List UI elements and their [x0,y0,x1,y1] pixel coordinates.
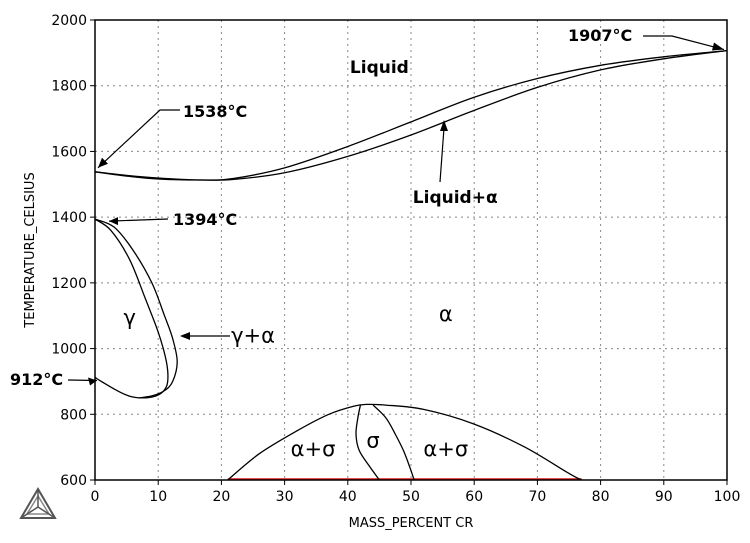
region-label-6: σ [366,429,379,453]
y-tick-label-3: 1200 [51,276,87,292]
series-line-1 [94,49,728,181]
arrowhead-3 [712,42,724,51]
thermo-calc-logo-icon [19,487,57,519]
y-axis-title: TEMPERATURE_CELSIUS [23,172,38,328]
arrowhead-2 [88,377,97,386]
region-label-7: α+σ [423,437,468,461]
y-tick-label-4: 1400 [51,210,87,226]
liquid-alpha-arrow [439,127,445,183]
gamma-alpha-arrowhead [180,332,190,340]
temperature-annotations: 1538°C 1394°C 912°C 1907°C [10,26,725,389]
liquid-alpha-arrowhead [440,120,448,131]
x-tick-label-2: 20 [212,489,230,505]
x-tick-label-4: 40 [339,489,357,505]
annotation-1: 1394°C [173,210,237,229]
region-labels: Liquid Liquid+α γ γ+α α α+σ σ α+σ [124,58,498,461]
series-line-0 [94,49,728,181]
region-label-4: α [439,302,453,326]
series-line-6 [372,404,415,481]
annotation-arrow-0 [97,109,180,169]
annotation-2: 912°C [10,370,63,389]
region-label-2: γ [124,305,136,329]
x-tick-label-0: 0 [91,489,100,505]
x-tick-label-3: 30 [276,489,294,505]
region-label-3: γ+α [231,323,275,347]
phase-boundaries [94,49,728,481]
tick-labels: 0 10 20 30 40 50 60 70 80 90 100 600 800 1000 1200 1400… [51,13,740,505]
x-axis-title: MASS_PERCENT CR [349,516,474,531]
axes [90,19,728,485]
arrowhead-1 [109,217,118,226]
annotation-arrow-1 [108,218,169,222]
annotation-3: 1907°C [568,26,632,45]
arrowhead-0 [98,157,108,168]
y-tick-label-2: 1000 [51,342,87,358]
y-tick-label-6: 1800 [51,79,87,95]
y-tick-label-1: 800 [60,407,87,423]
gridlines [95,20,727,480]
x-tick-label-5: 50 [402,489,420,505]
series-line-5 [355,404,380,481]
y-tick-label-7: 2000 [51,13,87,29]
region-label-1: Liquid+α [413,188,498,208]
annotation-0: 1538°C [183,102,247,121]
x-tick-label-8: 80 [592,489,610,505]
annotation-arrow-3 [643,35,725,51]
y-tick-label-0: 600 [60,473,87,489]
x-tick-label-10: 100 [714,489,741,505]
x-tick-label-7: 70 [528,489,546,505]
series-line-4 [227,403,582,481]
series-line-3 [94,218,169,399]
series-line-2 [94,218,178,399]
x-tick-label-6: 60 [465,489,483,505]
region-label-5: α+σ [291,437,336,461]
x-tick-label-1: 10 [149,489,167,505]
x-tick-label-9: 90 [655,489,673,505]
region-label-0: Liquid [350,58,409,78]
y-tick-label-5: 1600 [51,144,87,160]
